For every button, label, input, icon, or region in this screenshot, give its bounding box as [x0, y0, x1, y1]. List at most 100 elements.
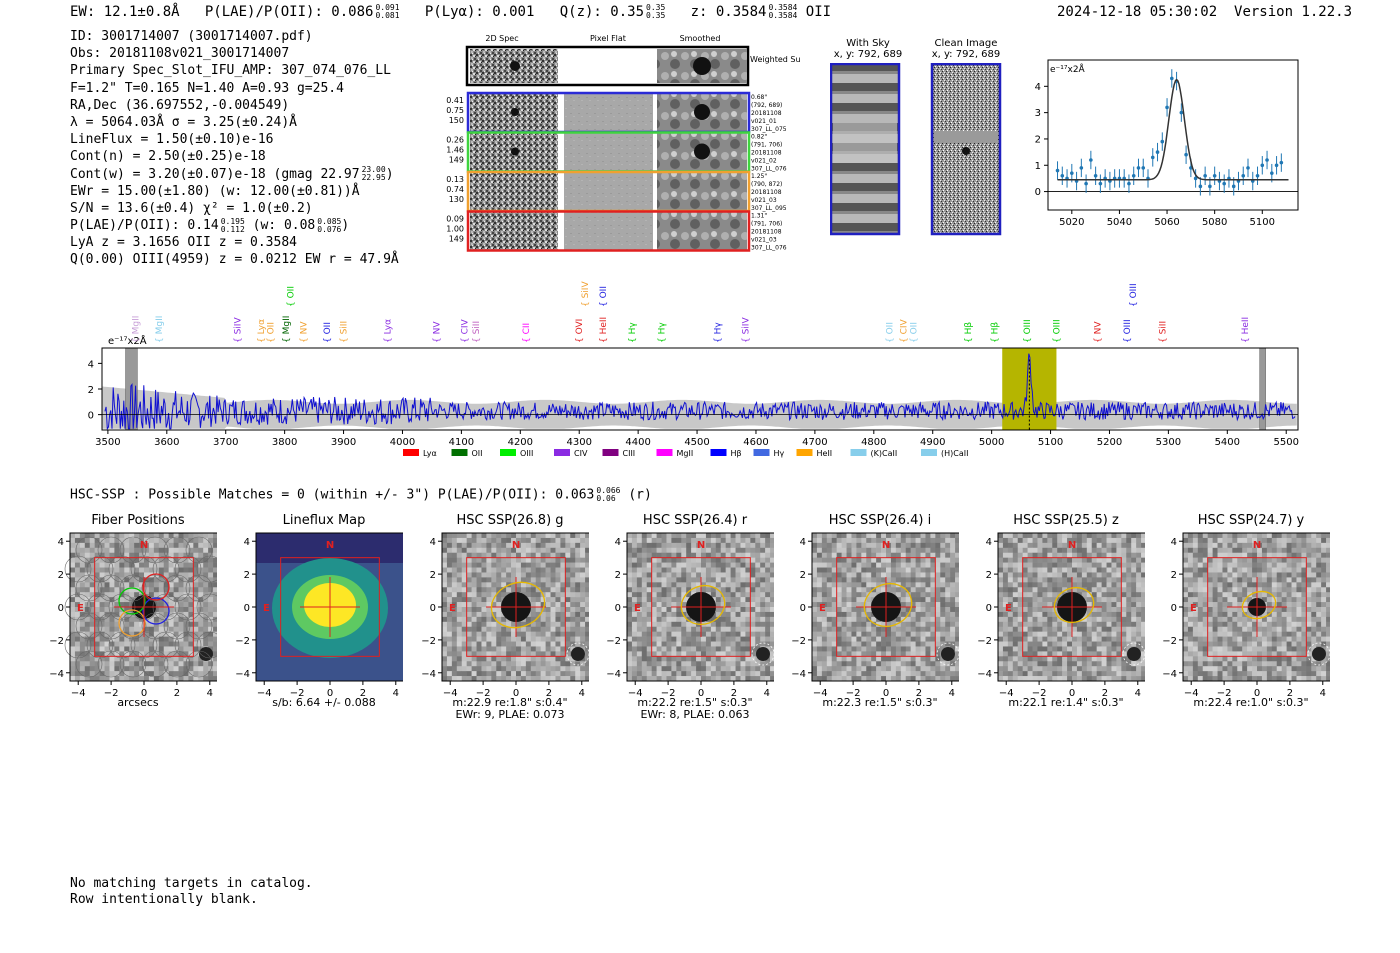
pixel: [866, 656, 872, 662]
pixel: [476, 631, 482, 637]
pixel: [925, 557, 931, 563]
fit-axes: [1047, 59, 1299, 211]
pixel: [540, 626, 546, 632]
pixel: [871, 621, 877, 628]
pixel: [681, 537, 687, 544]
row-gap: [560, 173, 564, 210]
pixel: [1106, 582, 1112, 588]
pixel: [550, 587, 556, 593]
pixel: [641, 572, 648, 578]
pixel: [471, 567, 477, 573]
pixel: [1017, 611, 1023, 618]
pixel: [1032, 557, 1038, 563]
pixel: [1086, 636, 1093, 642]
pixel: [129, 676, 135, 682]
spectral-cutouts: 2D Spec Pixel Flat Smoothed Weighted Sum…: [446, 34, 800, 252]
pixel: [144, 626, 150, 632]
pixel: [540, 676, 546, 682]
weighted-sum-text: Weighted Sum: [750, 55, 800, 64]
pixel: [114, 547, 120, 554]
pixel: [1002, 636, 1009, 642]
pixel: [481, 552, 487, 558]
pixel: [466, 616, 472, 623]
pixel: [1141, 562, 1145, 568]
pixel: [900, 552, 907, 558]
pixel: [1067, 552, 1073, 558]
pixel: [1121, 552, 1127, 558]
fit-point: [1093, 173, 1098, 178]
legend-label: OII: [472, 449, 483, 458]
pixel: [129, 651, 135, 657]
pixel: [79, 557, 86, 563]
pixel: [109, 671, 115, 677]
pixel: [70, 651, 76, 657]
pixel: [520, 577, 527, 583]
pixel: [461, 533, 467, 539]
pixel: [178, 616, 184, 623]
pixel: [1091, 631, 1097, 637]
pixel: [158, 567, 165, 573]
pixel: [466, 656, 472, 662]
pixel: [1111, 572, 1117, 578]
pixel: [826, 651, 833, 657]
pixel: [710, 582, 717, 588]
pixel: [895, 587, 902, 593]
pixel: [627, 562, 633, 568]
pixel: [627, 572, 633, 578]
pixel: [560, 592, 566, 598]
pixel: [750, 631, 756, 637]
pixel: [705, 557, 712, 563]
pixel: [535, 547, 541, 554]
pixel: [555, 671, 561, 677]
pixel: [1047, 577, 1053, 583]
pixel: [866, 542, 872, 549]
pixel: [866, 641, 872, 647]
pixel: [491, 602, 497, 608]
pixel: [816, 666, 823, 672]
pixel: [496, 557, 502, 563]
pixel: [94, 587, 100, 593]
emission-line-label: { CIV: [460, 318, 470, 343]
pixel: [550, 542, 556, 549]
pixel: [545, 567, 551, 573]
pixel: [910, 636, 916, 642]
pixel: [881, 552, 887, 558]
pixel: [1101, 577, 1107, 583]
pixel: [740, 602, 746, 608]
pixel: [900, 587, 907, 593]
pixel: [770, 666, 774, 672]
pixel: [193, 587, 199, 593]
pixel: [481, 537, 487, 544]
pixel: [213, 597, 217, 603]
pixel: [676, 537, 682, 544]
pixel: [1037, 533, 1043, 539]
pixel: [1052, 547, 1058, 554]
pixel: [1022, 621, 1028, 628]
pixel: [631, 592, 638, 598]
pixel: [935, 587, 941, 593]
pixel: [755, 582, 761, 588]
pixel: [686, 651, 692, 657]
pixel: [636, 631, 643, 637]
pixel: [646, 542, 652, 549]
stamp-image: [627, 533, 774, 682]
pixel: [208, 641, 214, 647]
pixel: [491, 533, 497, 539]
pixel: [871, 547, 877, 554]
pixel: [173, 646, 179, 652]
pixel: [1017, 582, 1023, 588]
pixel: [501, 562, 507, 568]
pixel: [213, 607, 217, 613]
pixel: [676, 582, 682, 588]
fit-point: [1170, 76, 1174, 81]
pixel: [74, 626, 81, 632]
pixel: [570, 646, 576, 652]
pixel: [1096, 626, 1102, 632]
pixel: [1017, 533, 1023, 539]
pixel: [1037, 552, 1043, 558]
pixel: [520, 646, 527, 652]
pixel: [148, 641, 155, 647]
pixel: [701, 646, 707, 652]
pixel: [631, 631, 638, 637]
pixel: [442, 547, 448, 554]
